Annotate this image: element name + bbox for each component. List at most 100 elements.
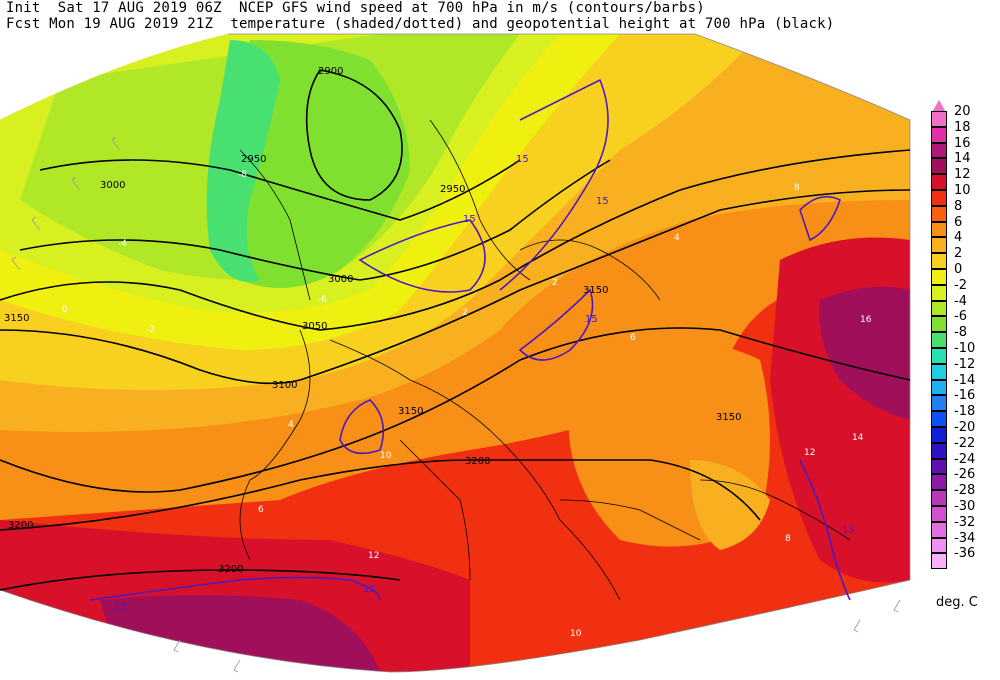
temp-label: -6 bbox=[318, 295, 327, 305]
colorbar-swatch bbox=[931, 442, 947, 459]
colorbar-label: 6 bbox=[954, 214, 963, 230]
temp-label: 8 bbox=[794, 183, 800, 193]
colorbar-swatch bbox=[931, 332, 947, 348]
height-labels: 2900 2950 2950 3000 3000 3050 3100 3150 … bbox=[4, 66, 741, 575]
height-label: 2950 bbox=[241, 154, 266, 165]
colorbar-label: -16 bbox=[954, 388, 976, 404]
colorbar-label: -14 bbox=[954, 372, 976, 388]
colorbar-swatch bbox=[931, 221, 947, 238]
colorbar-swatch bbox=[931, 174, 947, 190]
wind-label: 15 bbox=[516, 154, 529, 165]
height-label: 3150 bbox=[398, 406, 423, 417]
height-label: 3200 bbox=[218, 564, 243, 575]
colorbar-label: 4 bbox=[954, 230, 963, 246]
temperature-labels: -8 -4 -2 0 2 4 6 8 10 12 14 16 12 10 8 6… bbox=[62, 170, 872, 639]
colorbar-swatch bbox=[931, 474, 947, 491]
temp-label: 6 bbox=[630, 333, 636, 343]
colorbar-swatch bbox=[931, 158, 947, 175]
height-contours bbox=[0, 69, 911, 591]
height-label: 3150 bbox=[4, 313, 29, 324]
colorbar-swatch bbox=[931, 411, 947, 427]
colorbar-label: -8 bbox=[954, 325, 967, 341]
colorbar-top-arrow bbox=[931, 100, 947, 114]
wind-labels: 15 15 15 15 15 15 15 bbox=[114, 154, 855, 613]
colorbar-swatch bbox=[931, 363, 947, 380]
temp-label: -4 bbox=[118, 239, 127, 249]
wind-label: 15 bbox=[114, 602, 127, 613]
colorbar-swatch bbox=[931, 111, 947, 127]
colorbar-label: 18 bbox=[954, 119, 971, 135]
temp-label: 4 bbox=[288, 420, 294, 430]
colorbar-swatch bbox=[931, 379, 947, 396]
height-label: 2900 bbox=[318, 66, 343, 77]
colorbar-label: 2 bbox=[954, 246, 963, 262]
colorbar-label: -34 bbox=[954, 530, 976, 546]
colorbar-label: -22 bbox=[954, 435, 976, 451]
init-time-title: Init Sat 17 AUG 2019 06Z NCEP GFS wind s… bbox=[6, 0, 705, 16]
temp-label: -2 bbox=[146, 325, 155, 335]
temp-label: 6 bbox=[258, 505, 264, 515]
temp-label: 12 bbox=[804, 448, 815, 458]
colorbar-label: -28 bbox=[954, 483, 976, 499]
temperature-shading bbox=[0, 34, 910, 672]
wind-label: 15 bbox=[842, 525, 855, 536]
colorbar-swatch bbox=[931, 427, 947, 443]
colorbar-label: 16 bbox=[954, 135, 971, 151]
colorbar-label: -2 bbox=[954, 277, 967, 293]
colorbar-swatch bbox=[931, 348, 947, 364]
colorbar-label: -36 bbox=[954, 546, 976, 562]
colorbar-label: 20 bbox=[954, 104, 971, 119]
colorbar-label: -20 bbox=[954, 420, 976, 435]
colorbar-label: -6 bbox=[954, 309, 967, 325]
height-label: 3150 bbox=[583, 285, 608, 296]
colorbar-swatch bbox=[931, 537, 947, 554]
wind-label: 15 bbox=[596, 196, 609, 207]
height-label: 3100 bbox=[272, 380, 297, 391]
height-label: 2950 bbox=[440, 184, 465, 195]
colorbar-label: -18 bbox=[954, 404, 976, 420]
temp-label: 0 bbox=[62, 305, 68, 315]
colorbar-label: -12 bbox=[954, 356, 976, 372]
temp-label: 10 bbox=[380, 451, 392, 461]
colorbar-swatch bbox=[931, 553, 947, 570]
colorbar-swatch bbox=[931, 237, 947, 254]
colorbar-swatch bbox=[931, 190, 947, 206]
colorbar-swatch bbox=[931, 521, 947, 538]
colorbar-swatch bbox=[931, 490, 947, 506]
wind-barbs bbox=[11, 136, 901, 673]
colorbar-label: 8 bbox=[954, 198, 963, 214]
temp-label: 16 bbox=[860, 315, 872, 325]
coastlines bbox=[239, 119, 851, 601]
colorbar-swatch bbox=[931, 253, 947, 269]
height-label: 3200 bbox=[465, 456, 490, 467]
map-frame bbox=[0, 33, 911, 673]
wind-label: 15 bbox=[363, 584, 376, 595]
temp-label: 14 bbox=[852, 433, 864, 443]
colorbar-swatch bbox=[931, 316, 947, 333]
colorbar-swatch bbox=[931, 506, 947, 522]
wind-label: 15 bbox=[585, 314, 598, 325]
colorbar-swatch bbox=[931, 142, 947, 159]
colorbar-swatch bbox=[931, 205, 947, 222]
colorbar-swatch bbox=[931, 458, 947, 475]
height-label: 3200 bbox=[8, 520, 33, 531]
colorbar-label: 12 bbox=[954, 167, 971, 183]
colorbar-label: -24 bbox=[954, 451, 976, 467]
forecast-time-title: Fcst Mon 19 AUG 2019 21Z temperature (sh… bbox=[6, 16, 835, 32]
colorbar-units: deg. C bbox=[936, 595, 978, 610]
temp-label: 4 bbox=[674, 233, 680, 243]
colorbar-swatch bbox=[931, 300, 947, 317]
temp-label: 2 bbox=[462, 308, 468, 318]
temp-label: 10 bbox=[570, 629, 582, 639]
height-label: 3000 bbox=[100, 180, 125, 191]
colorbar-label: -10 bbox=[954, 341, 976, 356]
wind-label: 15 bbox=[463, 214, 476, 225]
temp-label: 8 bbox=[785, 534, 791, 544]
colorbar-label: -4 bbox=[954, 293, 967, 309]
colorbar-label: 0 bbox=[954, 262, 963, 277]
height-label: 3000 bbox=[328, 274, 353, 285]
wind-contours bbox=[89, 78, 851, 601]
colorbar-swatch bbox=[931, 284, 947, 301]
colorbar-swatch bbox=[931, 269, 947, 285]
